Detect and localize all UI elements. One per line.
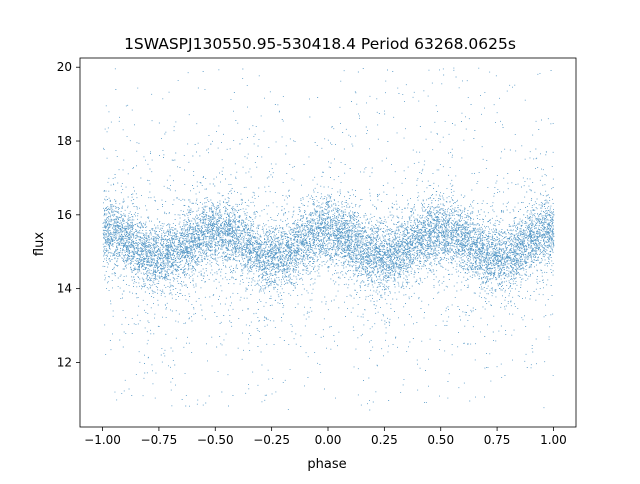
x-tick-label: 0.75 bbox=[484, 433, 511, 447]
x-tick-label: 0.00 bbox=[315, 433, 342, 447]
y-tick-label: 14 bbox=[57, 282, 72, 296]
y-tick-label: 16 bbox=[57, 208, 72, 222]
x-axis-ticks: −1.00 −0.75 −0.50 −0.25 0.00 0.25 0.50 0.75 1.00 bbox=[84, 427, 567, 447]
y-axis-label: flux bbox=[32, 232, 47, 256]
x-axis-label: phase bbox=[307, 457, 346, 472]
data-points bbox=[102, 67, 555, 411]
x-tick-label: −0.75 bbox=[141, 433, 178, 447]
x-tick-label: 0.50 bbox=[427, 433, 454, 447]
y-tick-label: 20 bbox=[57, 60, 72, 74]
x-tick-label: 0.25 bbox=[371, 433, 398, 447]
x-tick-label: −1.00 bbox=[84, 433, 121, 447]
y-tick-label: 18 bbox=[57, 134, 72, 148]
y-tick-label: 12 bbox=[57, 355, 72, 369]
chart-title: 1SWASPJ130550.95-530418.4 Period 63268.0… bbox=[124, 35, 516, 53]
x-tick-label: 1.00 bbox=[540, 433, 567, 447]
x-tick-label: −0.25 bbox=[253, 433, 290, 447]
scatter-points bbox=[102, 67, 555, 411]
y-axis-ticks: 12 14 16 18 20 bbox=[57, 60, 80, 369]
x-tick-label: −0.50 bbox=[197, 433, 234, 447]
